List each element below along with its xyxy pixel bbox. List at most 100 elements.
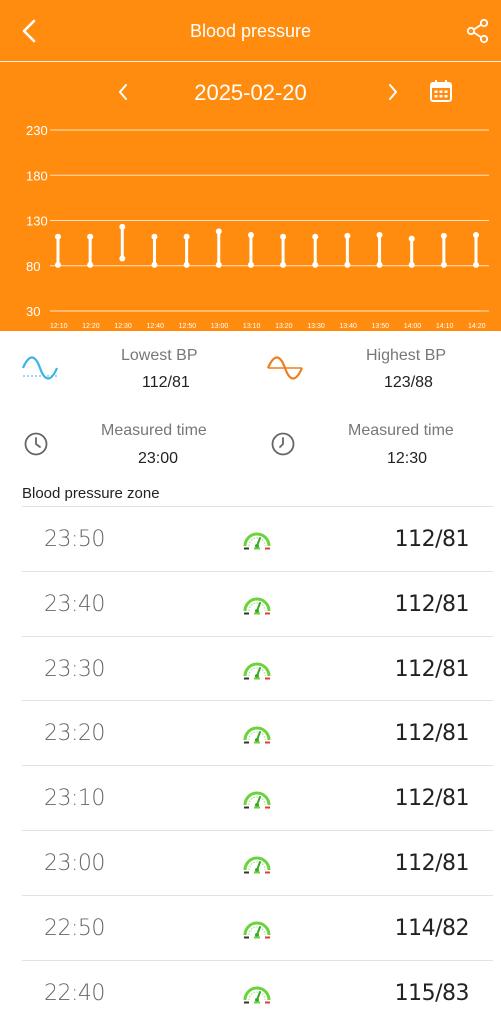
record-time: 23:10 <box>44 786 105 812</box>
bp-low-point <box>119 255 126 262</box>
x-tick-label: 12:40 <box>146 323 164 330</box>
record-time: 23:40 <box>44 591 105 617</box>
x-tick-label: 14:10 <box>436 323 454 330</box>
bp-high-point <box>408 235 415 242</box>
record-value: 112/81 <box>394 850 470 876</box>
bp-low-point <box>376 261 383 268</box>
x-tick-label: 13:50 <box>372 323 390 330</box>
gauge-icon <box>242 658 272 680</box>
x-tick-label: 12:10 <box>50 323 68 330</box>
bp-high-point <box>151 233 158 240</box>
low-measured-time-value: 23:00 <box>138 450 179 467</box>
highest-bp-wave-icon <box>266 356 304 380</box>
x-tick-label: 14:00 <box>404 323 422 330</box>
bp-low-point <box>183 261 190 268</box>
record-row[interactable]: 23:20 112/81 <box>22 700 493 765</box>
record-value: 114/82 <box>394 915 470 941</box>
clock-icon <box>271 432 295 456</box>
bp-high-point <box>87 233 94 240</box>
bp-low-point <box>344 261 351 268</box>
bp-high-point <box>55 233 61 240</box>
record-value: 112/81 <box>394 656 470 682</box>
back-icon[interactable] <box>14 16 44 46</box>
lowest-bp-value: 112/81 <box>142 374 190 391</box>
record-row[interactable]: 22:40 115/83 <box>22 959 493 1021</box>
current-date[interactable]: 2025-02-20 <box>194 80 307 105</box>
x-tick-label: 13:40 <box>339 323 357 330</box>
bp-high-point <box>473 231 479 238</box>
x-tick-label: 14:20 <box>468 323 486 330</box>
bp-high-point <box>312 233 319 240</box>
record-row[interactable]: 22:50 114/82 <box>22 894 493 960</box>
y-tick-label: 30 <box>26 304 40 319</box>
high-measured-time-value: 12:30 <box>387 450 428 467</box>
gauge-icon <box>242 528 272 550</box>
low-measured-time-label: Measured time <box>101 422 207 439</box>
record-row[interactable]: 23:30 112/81 <box>22 635 493 701</box>
record-time: 22:40 <box>44 980 105 1006</box>
bp-high-point <box>119 223 126 230</box>
blood-pressure-chart: 230 180 130 80 30 12:10 12:20 12:30 12:40 12:50 13… <box>26 123 489 330</box>
gauge-icon <box>242 852 272 874</box>
bp-low-point <box>55 261 61 268</box>
bp-low-point <box>312 261 319 268</box>
bp-high-point <box>440 232 447 239</box>
highest-bp-value: 123/88 <box>384 374 433 391</box>
page-title: Blood pressure <box>189 21 312 41</box>
x-tick-label: 12:30 <box>114 323 132 330</box>
record-time: 23:00 <box>44 850 105 876</box>
x-tick-label: 13:00 <box>211 323 229 330</box>
y-tick-label: 130 <box>26 214 48 229</box>
previous-day-icon[interactable] <box>112 78 134 106</box>
bp-low-point <box>473 261 479 268</box>
record-row[interactable]: 23:00 112/81 <box>22 829 493 895</box>
bp-low-point <box>87 261 94 268</box>
x-tick-label: 12:20 <box>82 323 100 330</box>
y-tick-label: 230 <box>26 123 48 138</box>
record-list: 23:50 112/81 23:40 112/81 23:30 112/81 23:2… <box>22 506 493 1021</box>
calendar-icon[interactable] <box>428 78 454 104</box>
bp-high-point <box>280 233 287 240</box>
highest-bp-label: Highest BP <box>366 347 447 364</box>
bp-low-point <box>215 261 222 268</box>
record-time: 23:30 <box>44 656 105 682</box>
lowest-bp-label: Lowest BP <box>121 347 198 364</box>
record-row[interactable]: 23:40 112/81 <box>22 570 493 636</box>
x-tick-label: 13:20 <box>275 323 293 330</box>
x-tick-label: 12:50 <box>179 323 197 330</box>
record-value: 112/81 <box>394 721 470 747</box>
x-tick-label: 13:30 <box>307 323 325 330</box>
lowest-bp-wave-icon <box>21 356 59 380</box>
high-measured-time-label: Measured time <box>348 422 454 439</box>
clock-icon <box>24 432 48 456</box>
bp-high-point <box>183 233 190 240</box>
bp-low-point <box>408 261 415 268</box>
next-day-icon[interactable] <box>382 78 404 106</box>
gauge-icon <box>242 722 272 744</box>
record-row[interactable]: 23:50 112/81 <box>22 506 493 571</box>
header-panel: Blood pressure 2025-02-20 <box>0 0 501 331</box>
record-time: 22:50 <box>44 915 105 941</box>
x-tick-label: 13:10 <box>243 323 261 330</box>
bp-low-point <box>440 261 447 268</box>
blood-pressure-zone-label: Blood pressure zone <box>22 485 160 502</box>
y-tick-label: 180 <box>26 168 48 183</box>
record-value: 115/83 <box>394 980 470 1006</box>
bp-high-point <box>376 231 383 238</box>
gauge-icon <box>242 787 272 809</box>
bp-high-point <box>247 231 254 238</box>
gauge-icon <box>242 917 272 939</box>
top-bar: Blood pressure <box>0 0 501 62</box>
record-row[interactable]: 23:10 112/81 <box>22 765 493 830</box>
share-icon[interactable] <box>465 18 491 44</box>
record-value: 112/81 <box>394 786 470 812</box>
bp-low-point <box>247 261 254 268</box>
bp-low-point <box>151 261 158 268</box>
record-value: 112/81 <box>394 527 470 552</box>
gauge-icon <box>242 593 272 615</box>
bp-high-point <box>344 232 351 239</box>
record-time: 23:20 <box>44 721 105 747</box>
date-selector: 2025-02-20 <box>0 74 501 110</box>
record-time: 23:50 <box>44 527 105 552</box>
